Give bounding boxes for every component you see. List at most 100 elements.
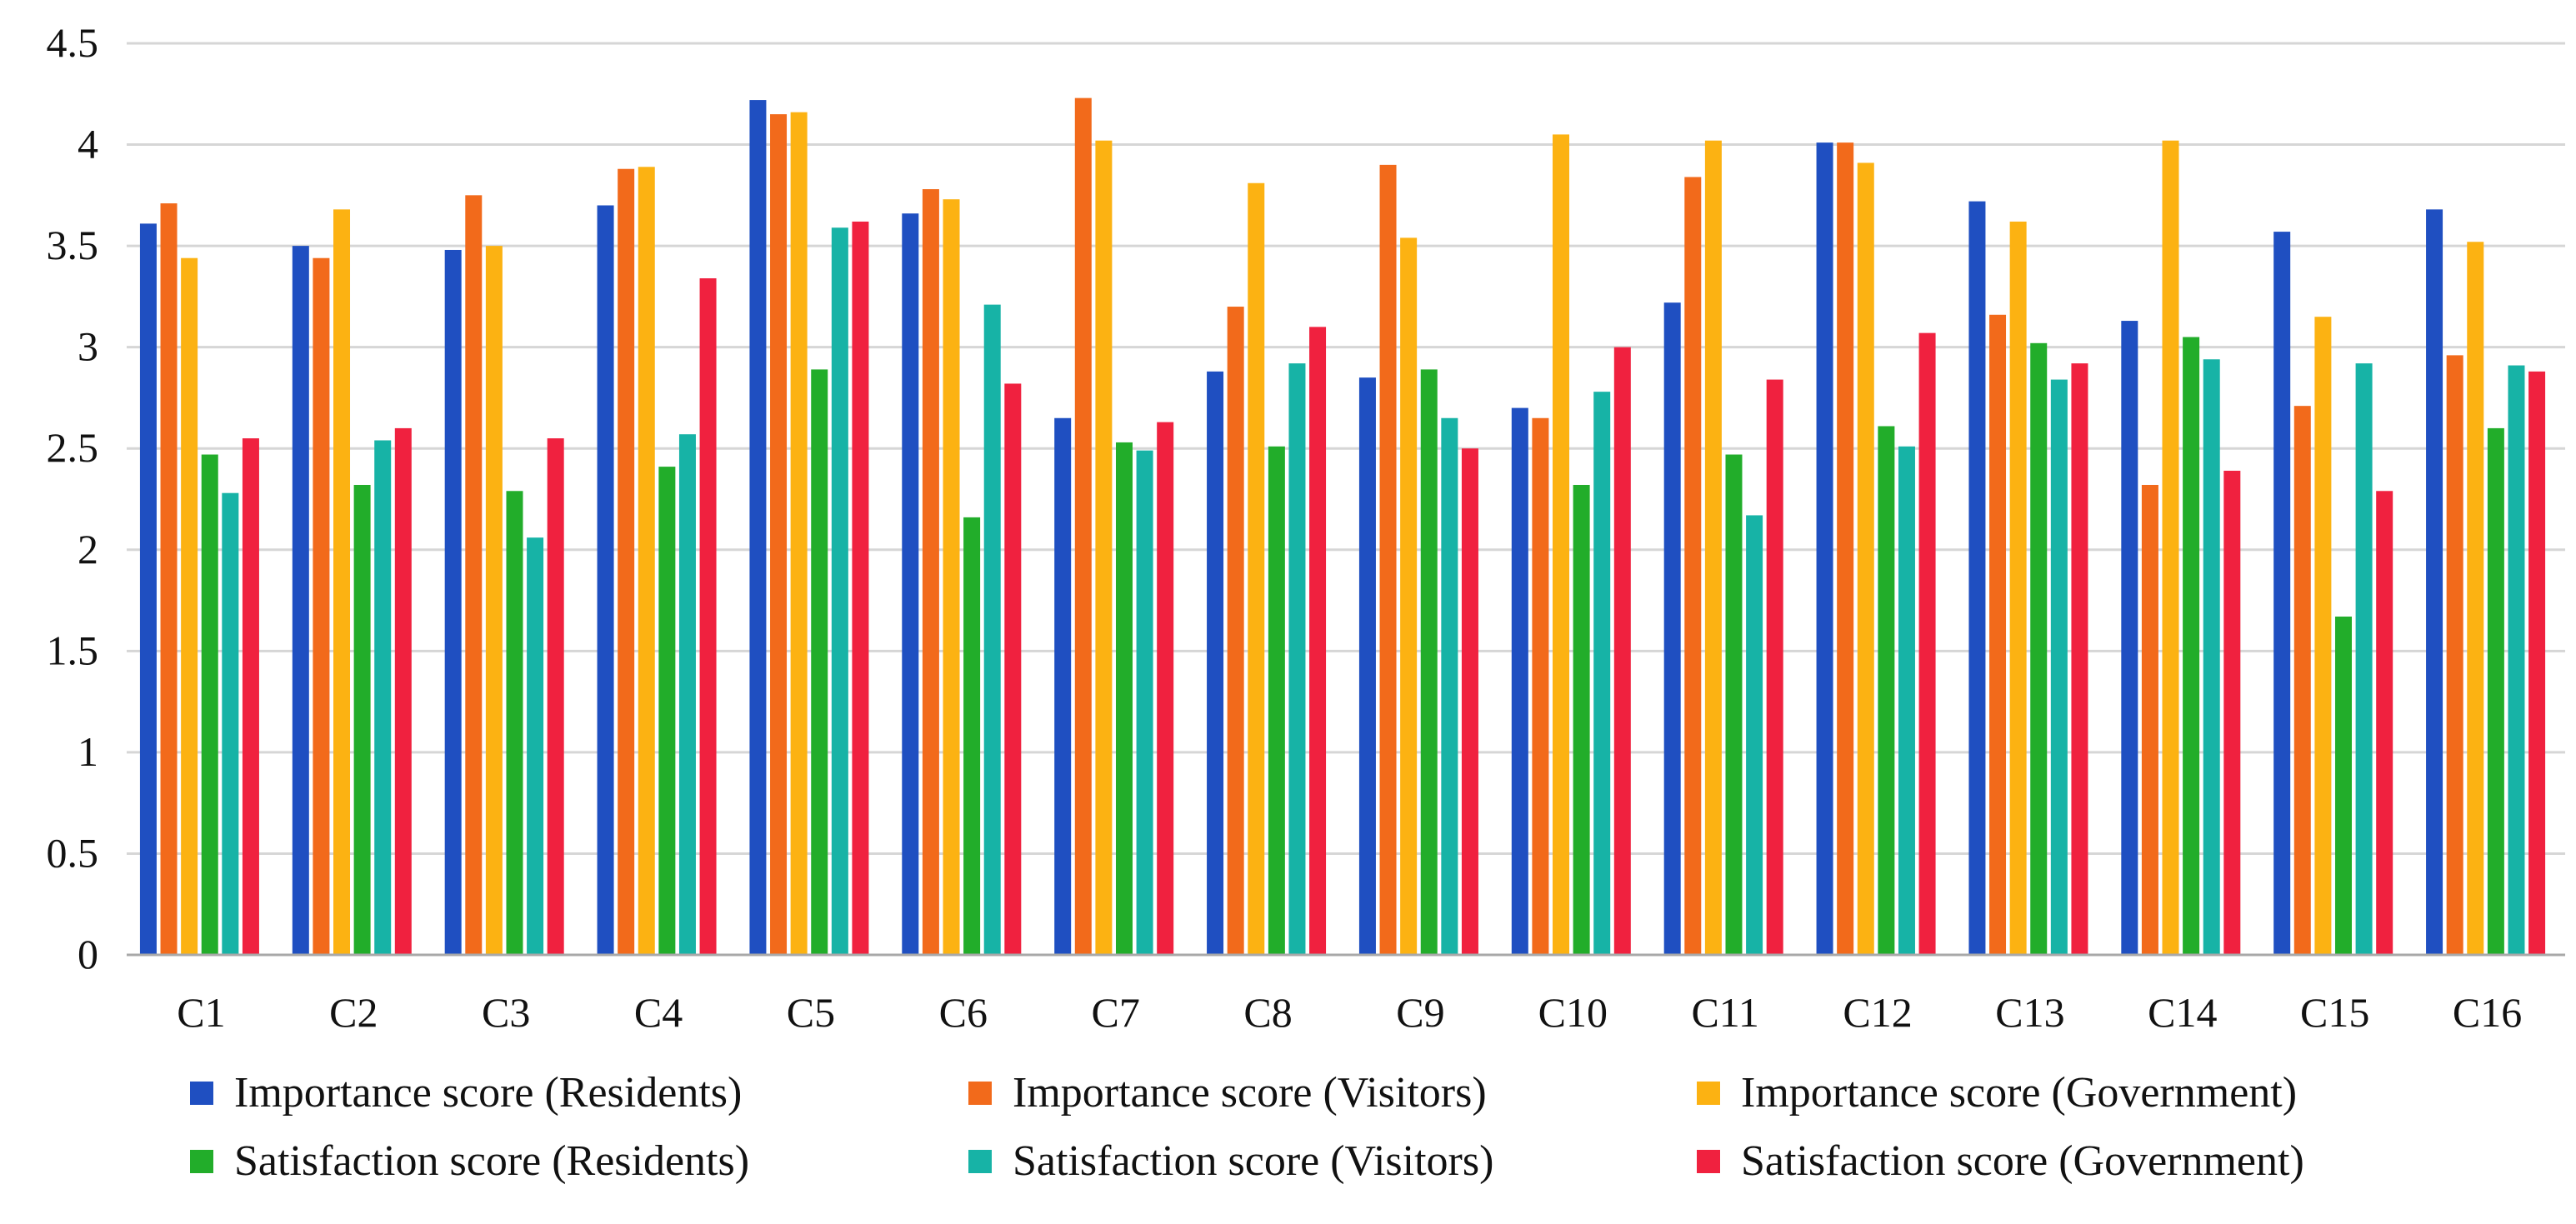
bar-c3-series-6	[547, 438, 564, 955]
y-tick-label: 0	[78, 931, 98, 977]
legend-swatch	[190, 1150, 213, 1173]
bar-c13-series-3	[2009, 221, 2027, 956]
bar-c9-series-3	[1400, 237, 1418, 955]
legend-label: Satisfaction score (Visitors)	[1013, 1137, 1493, 1185]
bar-c7-series-5	[1136, 450, 1153, 955]
y-tick-label: 4	[78, 121, 98, 167]
legend-swatch	[968, 1150, 992, 1173]
bar-c13-series-2	[1989, 314, 2007, 955]
x-tick-label: C2	[329, 989, 378, 1036]
bar-c2-series-6	[394, 427, 412, 955]
legend-label: Satisfaction score (Government)	[1741, 1137, 2304, 1185]
bar-c7-series-1	[1054, 417, 1072, 955]
bar-c13-series-6	[2071, 363, 2088, 955]
bar-c4-series-6	[699, 278, 717, 955]
bar-c3-series-5	[527, 537, 544, 955]
bar-c14-series-2	[2141, 484, 2158, 955]
bar-c15-series-6	[2376, 491, 2393, 955]
x-tick-label: C4	[634, 989, 683, 1036]
y-tick-label: 4.5	[47, 19, 99, 66]
bar-c12-series-3	[1857, 162, 1874, 956]
bar-c1-series-6	[242, 438, 259, 955]
legend-label: Importance score (Visitors)	[1013, 1069, 1487, 1117]
bar-c12-series-6	[1918, 332, 1936, 955]
bar-c5-series-3	[790, 112, 808, 955]
x-tick-label: C14	[2148, 989, 2217, 1036]
bar-c9-series-5	[1441, 417, 1458, 955]
bar-c8-series-6	[1309, 327, 1327, 955]
x-tick-label: C15	[2300, 989, 2369, 1036]
x-tick-label: C11	[1691, 989, 1759, 1036]
x-tick-label: C12	[1843, 989, 1912, 1036]
bar-c3-series-3	[485, 246, 503, 956]
bar-c10-series-1	[1511, 407, 1528, 956]
bar-c13-series-1	[1968, 201, 1986, 956]
bar-c3-series-1	[444, 249, 462, 955]
bar-c1-series-3	[181, 257, 198, 956]
y-tick-label: 1	[78, 728, 98, 775]
bar-c11-series-6	[1766, 379, 1783, 955]
bar-c4-series-4	[658, 467, 676, 955]
legend-item: Importance score (Residents)	[190, 1069, 742, 1117]
legend-label: Satisfaction score (Residents)	[234, 1137, 749, 1185]
bar-c6-series-3	[943, 199, 960, 955]
x-tick-label: C5	[787, 989, 835, 1036]
bar-c4-series-3	[638, 167, 655, 955]
bar-c5-series-6	[852, 221, 869, 956]
bar-c6-series-5	[983, 304, 1001, 955]
x-tick-label: C6	[939, 989, 988, 1036]
x-tick-label: C3	[482, 989, 530, 1036]
bar-c15-series-2	[2293, 406, 2311, 955]
bar-c8-series-5	[1288, 363, 1306, 955]
bar-c8-series-3	[1248, 182, 1265, 955]
bar-c2-series-4	[353, 484, 371, 955]
bar-c10-series-4	[1573, 484, 1590, 955]
y-tick-label: 3.5	[47, 222, 99, 268]
bar-c8-series-1	[1207, 371, 1224, 956]
bars	[139, 97, 2546, 956]
bar-c3-series-4	[506, 491, 523, 955]
bar-c4-series-2	[618, 168, 635, 955]
bar-c1-series-5	[222, 492, 239, 955]
bar-c5-series-5	[831, 227, 848, 956]
bar-c2-series-5	[374, 440, 392, 955]
bar-c6-series-6	[1004, 383, 1022, 956]
legend-swatch	[1697, 1082, 1720, 1105]
bar-c8-series-2	[1227, 307, 1244, 955]
legend-item: Satisfaction score (Residents)	[190, 1137, 749, 1185]
bar-c14-series-3	[2162, 140, 2179, 955]
legend-label: Importance score (Residents)	[234, 1069, 742, 1117]
bar-c7-series-3	[1095, 140, 1113, 955]
y-tick-label: 0.5	[47, 829, 99, 876]
bar-c9-series-2	[1379, 164, 1397, 955]
bar-c15-series-5	[2355, 363, 2373, 955]
bar-c6-series-4	[963, 517, 981, 955]
bar-c14-series-1	[2121, 321, 2138, 955]
bar-c13-series-5	[2050, 379, 2068, 955]
bar-c8-series-4	[1268, 446, 1285, 955]
x-tick-label: C16	[2453, 989, 2522, 1036]
bar-c9-series-1	[1358, 377, 1376, 956]
bar-c14-series-4	[2183, 337, 2200, 955]
bar-c10-series-6	[1613, 347, 1631, 956]
legend-swatch	[190, 1082, 213, 1105]
bar-c7-series-2	[1074, 97, 1092, 955]
bar-c4-series-1	[597, 205, 614, 955]
bar-c15-series-3	[2314, 317, 2332, 955]
bar-c5-series-4	[811, 369, 828, 955]
bar-c9-series-6	[1461, 448, 1478, 955]
bar-c10-series-3	[1553, 134, 1570, 955]
bar-c6-series-1	[902, 213, 919, 955]
bar-c10-series-5	[1593, 392, 1611, 955]
legend: Importance score (Residents) Importance s…	[190, 1069, 2304, 1185]
y-tick-label: 2	[78, 526, 98, 572]
bar-c1-series-4	[201, 454, 218, 955]
bar-c10-series-2	[1532, 417, 1549, 955]
legend-item: Satisfaction score (Visitors)	[968, 1137, 1493, 1185]
x-tick-label: C8	[1243, 989, 1292, 1036]
bar-c7-series-4	[1115, 442, 1133, 955]
bar-c11-series-1	[1663, 302, 1681, 955]
x-tick-label: C13	[1995, 989, 2064, 1036]
bar-c14-series-6	[2223, 470, 2241, 955]
